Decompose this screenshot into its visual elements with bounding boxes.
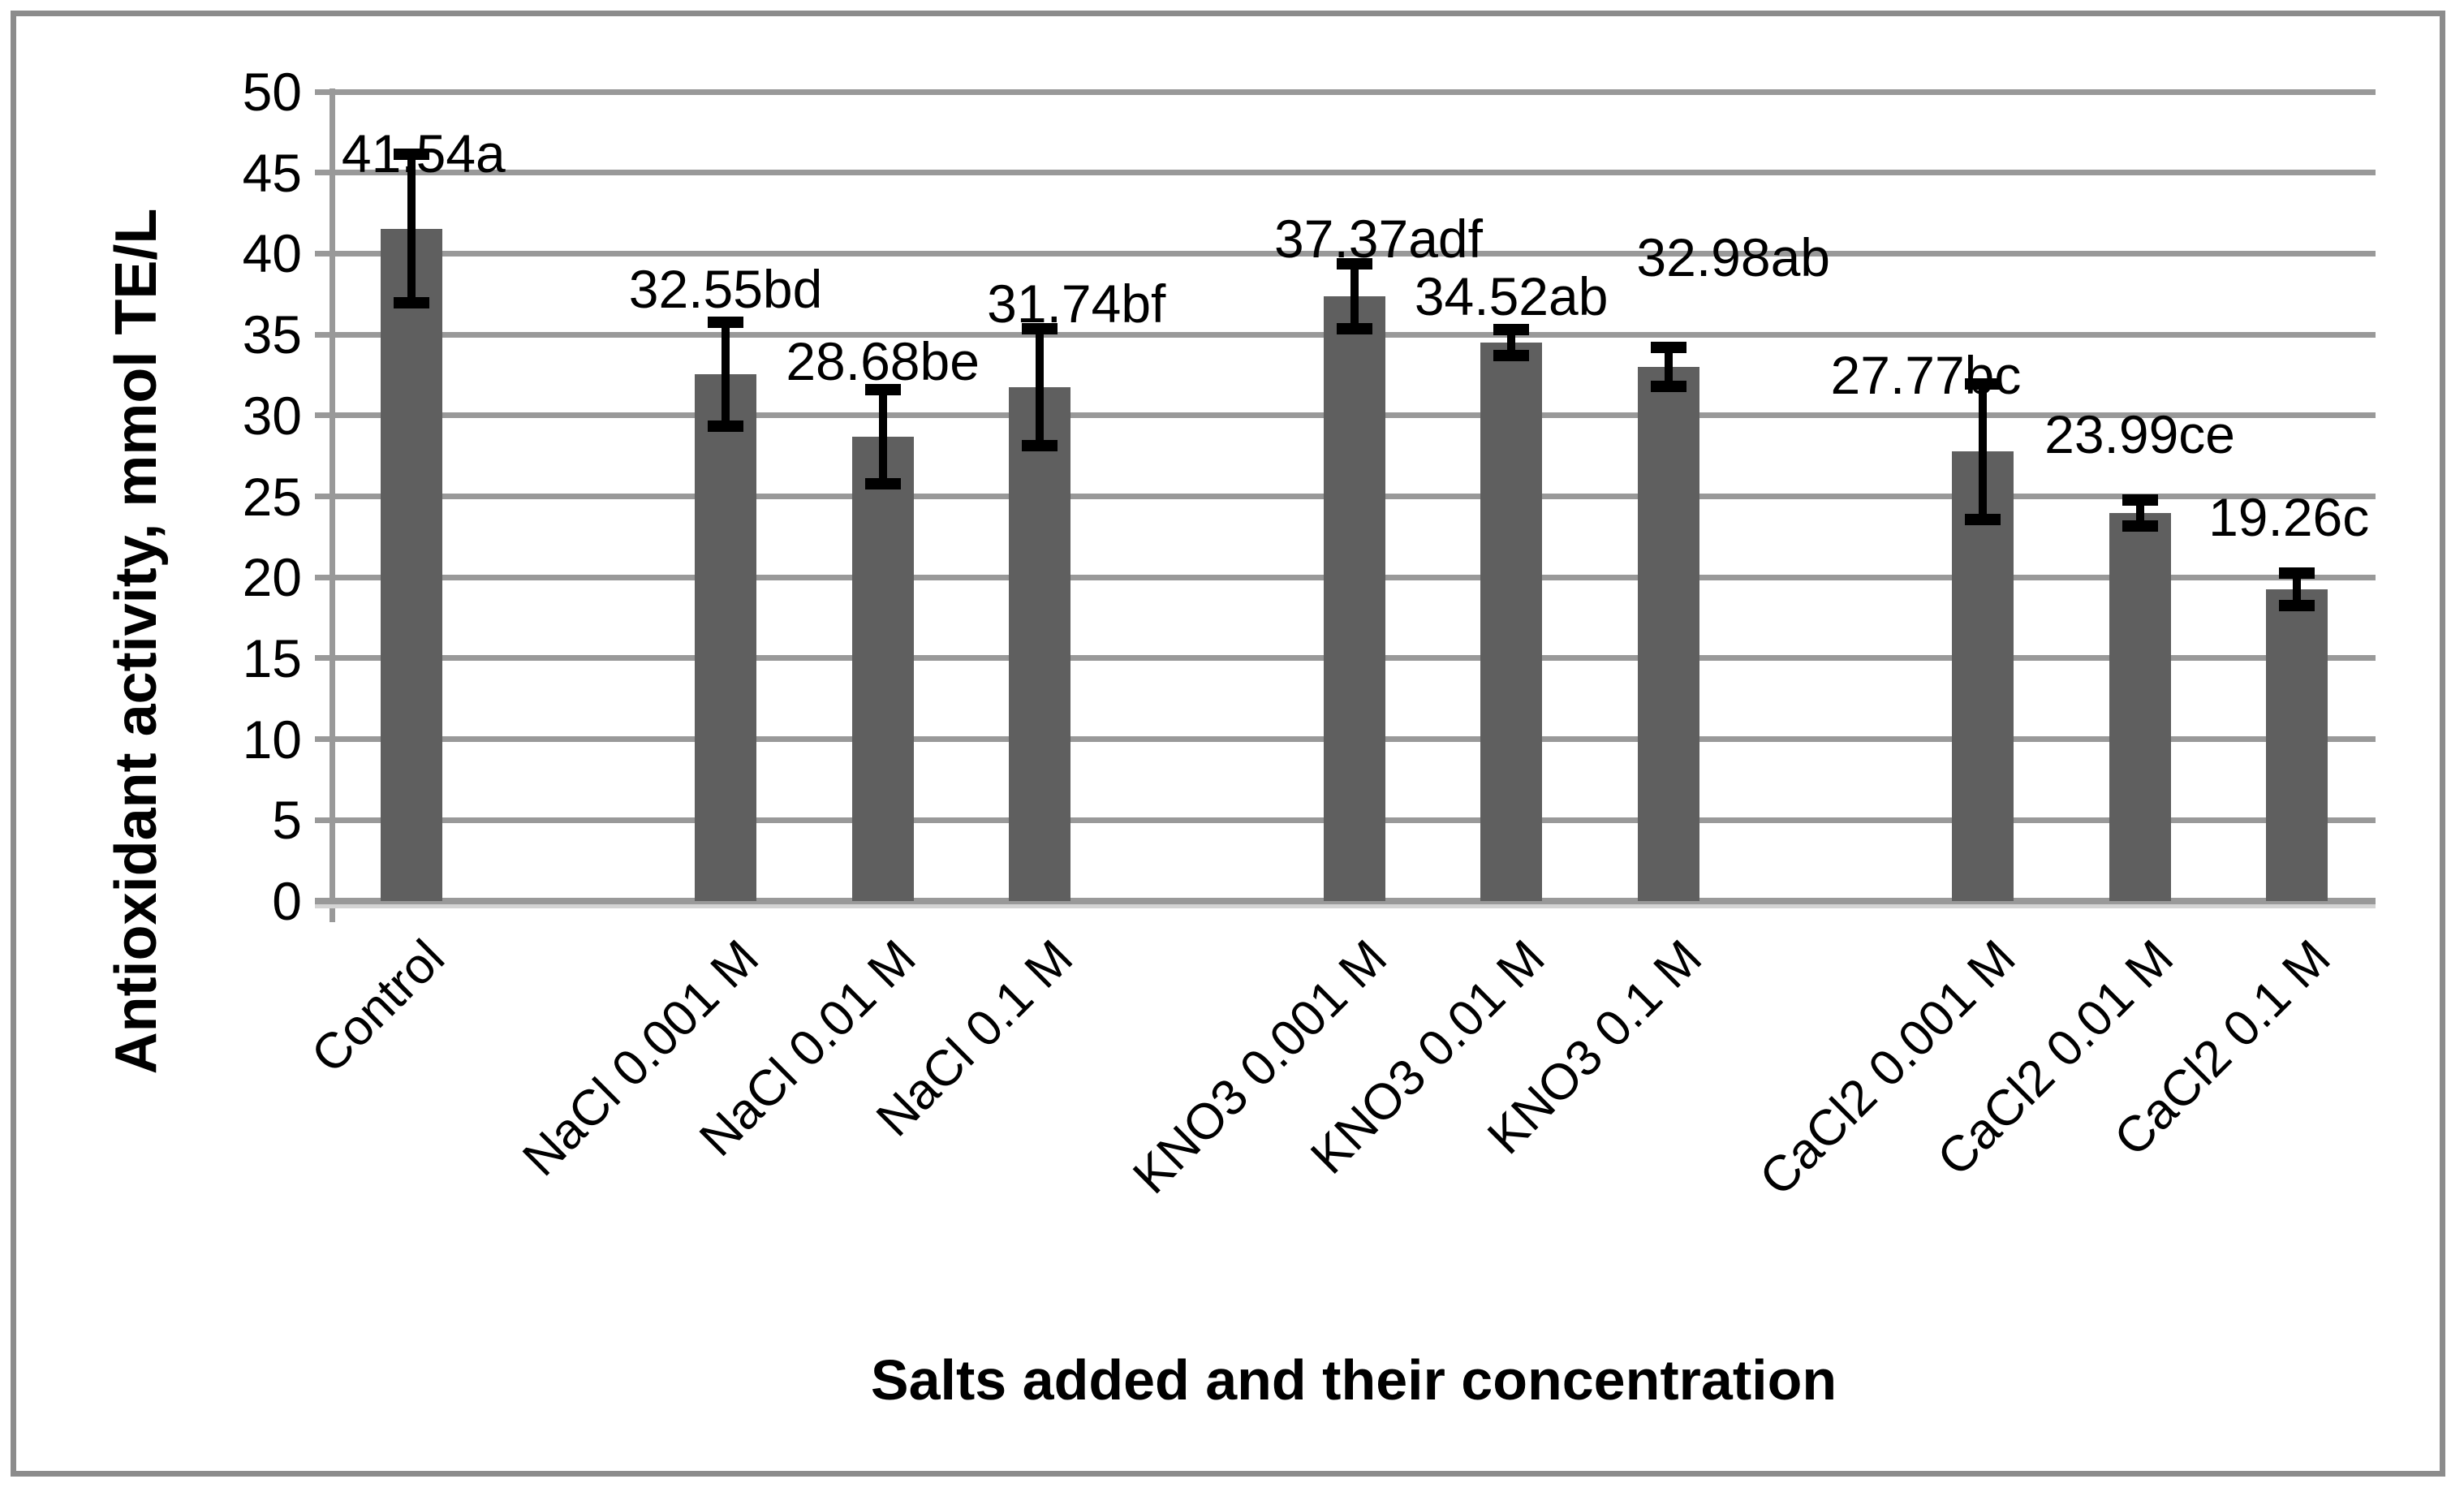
gridline xyxy=(333,88,2376,95)
x-axis-title: Salts added and their concentration xyxy=(870,1348,1837,1412)
error-bar-line xyxy=(1664,347,1673,387)
bar xyxy=(695,373,757,901)
y-tick-label: 40 xyxy=(242,223,302,284)
value-label: 27.77bc xyxy=(1830,344,2022,405)
y-axis-tick xyxy=(315,574,333,580)
value-label: 37.37adf xyxy=(1274,208,1483,269)
error-bar-cap-bottom xyxy=(864,477,901,489)
error-bar-line xyxy=(878,390,887,484)
y-axis-title: Antioxidant activity, mmol TE/L xyxy=(104,208,169,1075)
error-bar-line xyxy=(1978,383,1987,520)
y-axis-tick xyxy=(315,494,333,499)
error-bar-line xyxy=(1036,329,1045,446)
error-bar-line xyxy=(2135,499,2144,526)
bar xyxy=(2266,589,2328,901)
y-tick-label: 45 xyxy=(242,142,302,203)
error-bar-cap-bottom xyxy=(1493,349,1530,361)
error-bar-cap-bottom xyxy=(708,420,744,432)
gridline xyxy=(333,250,2376,257)
error-bar-cap-top xyxy=(1022,323,1058,335)
error-bar-cap-top xyxy=(708,317,744,329)
y-axis-tick xyxy=(315,170,333,176)
error-bar-line xyxy=(407,153,416,304)
y-axis-tick xyxy=(315,655,333,662)
error-bar-cap-bottom xyxy=(393,297,429,309)
bar xyxy=(1637,367,1699,901)
error-bar-cap-top xyxy=(1336,257,1372,270)
value-label: 31.74bf xyxy=(987,274,1166,334)
bar xyxy=(1480,342,1543,901)
bar xyxy=(1323,295,1385,901)
y-tick-label: 0 xyxy=(272,871,302,931)
value-label: 19.26c xyxy=(2208,487,2370,548)
y-axis-tick xyxy=(315,736,333,743)
error-bar-cap-top xyxy=(2279,567,2315,580)
error-bar-cap-top xyxy=(864,384,901,396)
error-bar-cap-bottom xyxy=(1022,439,1058,451)
value-label: 34.52ab xyxy=(1414,265,1609,326)
y-tick-label: 35 xyxy=(242,304,302,365)
bar xyxy=(1009,387,1071,901)
y-axis-line xyxy=(330,88,335,922)
gridline xyxy=(333,170,2376,176)
y-axis-tick xyxy=(315,331,333,338)
error-bar-cap-bottom xyxy=(2122,520,2158,532)
error-bar-line xyxy=(722,322,730,426)
error-bar-line xyxy=(1350,263,1359,329)
error-bar-cap-bottom xyxy=(1336,322,1372,334)
error-bar-cap-top xyxy=(1964,377,2001,390)
y-tick-label: 5 xyxy=(272,790,302,851)
category-label: Control xyxy=(300,929,455,1085)
bar xyxy=(380,228,442,901)
error-bar-cap-top xyxy=(393,148,429,160)
error-bar-cap-bottom xyxy=(2279,599,2315,611)
y-tick-label: 30 xyxy=(242,385,302,446)
y-tick-label: 25 xyxy=(242,466,302,527)
error-bar-cap-bottom xyxy=(1650,381,1686,393)
value-label: 32.55bd xyxy=(628,259,823,320)
y-axis-tick xyxy=(315,250,333,257)
y-axis-tick xyxy=(315,412,333,419)
chart-border xyxy=(11,11,2445,1477)
y-axis-tick xyxy=(315,817,333,823)
value-label: 32.98ab xyxy=(1636,227,1831,288)
bar xyxy=(2109,512,2171,901)
error-bar-line xyxy=(1507,329,1516,356)
value-label: 23.99ce xyxy=(2044,403,2235,464)
error-bar-cap-top xyxy=(1650,342,1686,354)
error-bar-line xyxy=(2293,573,2302,606)
y-tick-label: 10 xyxy=(242,709,302,770)
bar xyxy=(1951,451,2014,901)
value-label: 28.68be xyxy=(786,331,980,392)
error-bar-cap-top xyxy=(2122,494,2158,506)
y-tick-label: 15 xyxy=(242,627,302,688)
y-axis-tick xyxy=(315,88,333,95)
x-axis-shadow xyxy=(315,904,2376,908)
x-axis-line xyxy=(315,898,2376,904)
y-tick-label: 50 xyxy=(242,62,302,122)
value-label: 41.54a xyxy=(341,123,506,183)
error-bar-cap-top xyxy=(1493,323,1530,335)
error-bar-cap-bottom xyxy=(1964,514,2001,525)
y-tick-label: 20 xyxy=(242,547,302,608)
bar xyxy=(851,437,914,901)
